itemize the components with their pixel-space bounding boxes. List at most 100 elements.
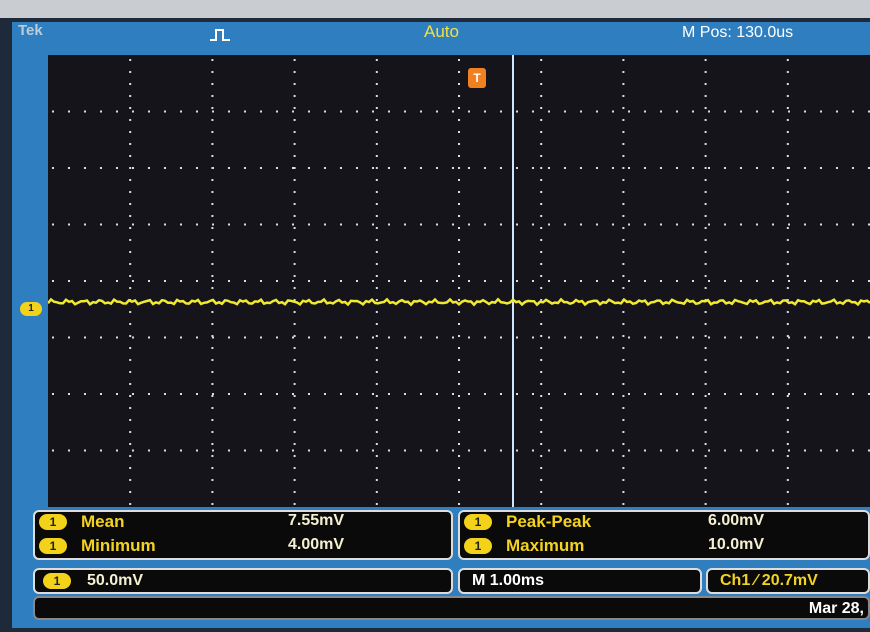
graticule-bg	[48, 55, 870, 507]
grid-dot	[532, 280, 534, 282]
grid-dot	[116, 280, 118, 282]
grid-dot	[420, 111, 422, 113]
grid-dot	[211, 71, 213, 73]
grid-dot	[516, 167, 518, 169]
grid-dot	[376, 71, 378, 73]
grid-dot	[540, 251, 542, 253]
grid-dot	[324, 393, 326, 395]
grid-dot	[458, 191, 460, 193]
grid-dot	[564, 393, 566, 395]
grid-dot	[388, 337, 390, 339]
grid-dot	[129, 203, 131, 205]
grid-dot	[660, 337, 662, 339]
grid-dot	[622, 119, 624, 121]
grid-dot	[804, 393, 806, 395]
trigger-marker: T	[468, 68, 486, 88]
grid-dot	[212, 450, 214, 452]
grid-dot	[708, 450, 710, 452]
grid-dot	[540, 275, 542, 277]
grid-dot	[705, 275, 707, 277]
grid-dot	[294, 227, 296, 229]
grid-dot	[212, 167, 214, 169]
grid-dot	[564, 450, 566, 452]
grid-dot	[787, 467, 789, 469]
grid-dot	[404, 450, 406, 452]
grid-dot	[622, 191, 624, 193]
grid-dot	[294, 107, 296, 109]
grid-dot	[276, 450, 278, 452]
grid-dot	[596, 393, 598, 395]
grid-dot	[644, 280, 646, 282]
grid-dot	[212, 393, 214, 395]
grid-dot	[787, 455, 789, 457]
grid-dot	[356, 167, 358, 169]
grid-dot	[211, 95, 213, 97]
grid-dot	[292, 337, 294, 339]
date-box: Mar 28,	[33, 596, 870, 620]
grid-dot	[132, 280, 134, 282]
grid-dot	[228, 111, 230, 113]
grid-dot	[228, 393, 230, 395]
grid-dot	[705, 311, 707, 313]
grid-dot	[129, 71, 131, 73]
grid-dot	[436, 450, 438, 452]
grid-dot	[228, 337, 230, 339]
grid-dot	[376, 59, 378, 61]
grid-dot	[622, 83, 624, 85]
grid-dot	[644, 393, 646, 395]
grid-dot	[340, 450, 342, 452]
grid-dot	[376, 83, 378, 85]
grid-dot	[244, 337, 246, 339]
grid-dot	[622, 227, 624, 229]
grid-dot	[340, 111, 342, 113]
grid-dot	[294, 203, 296, 205]
grid-dot	[260, 280, 262, 282]
grid-dot	[622, 347, 624, 349]
grid-dot	[294, 455, 296, 457]
grid-dot	[540, 227, 542, 229]
grid-dot	[580, 280, 582, 282]
grid-dot	[548, 450, 550, 452]
grid-dot	[676, 280, 678, 282]
grid-dot	[548, 393, 550, 395]
grid-dot	[376, 119, 378, 121]
grid-dot	[787, 83, 789, 85]
grid-dot	[129, 287, 131, 289]
grid-dot	[294, 479, 296, 481]
grid-dot	[516, 224, 518, 226]
grid-dot	[458, 359, 460, 361]
grid-dot	[852, 167, 854, 169]
grid-dot	[724, 450, 726, 452]
grid-dot	[644, 450, 646, 452]
grid-dot	[692, 280, 694, 282]
grid-dot	[787, 503, 789, 505]
grid-dot	[211, 311, 213, 313]
grid-dot	[420, 450, 422, 452]
grid-dot	[622, 383, 624, 385]
grid-dot	[196, 111, 198, 113]
grid-dot	[468, 280, 470, 282]
grid-dot	[622, 479, 624, 481]
grid-dot	[132, 224, 134, 226]
grid-dot	[211, 215, 213, 217]
grid-dot	[458, 95, 460, 97]
grid-dot	[836, 167, 838, 169]
grid-dot	[294, 431, 296, 433]
grid-dot	[211, 263, 213, 265]
grid-dot	[458, 479, 460, 481]
grid-dot	[228, 450, 230, 452]
grid-dot	[540, 239, 542, 241]
grid-dot	[52, 224, 54, 226]
grid-dot	[211, 395, 213, 397]
grid-dot	[804, 224, 806, 226]
grid-dot	[294, 347, 296, 349]
grid-dot	[458, 347, 460, 349]
grid-dot	[180, 337, 182, 339]
oscilloscope: Tek Auto M Pos: 130.0us T 1 1Mean7.55mV1…	[0, 0, 870, 632]
grid-dot	[132, 111, 134, 113]
grid-dot	[622, 467, 624, 469]
grid-dot	[692, 450, 694, 452]
grid-dot	[548, 337, 550, 339]
grid-dot	[458, 107, 460, 109]
grid-dot	[500, 224, 502, 226]
